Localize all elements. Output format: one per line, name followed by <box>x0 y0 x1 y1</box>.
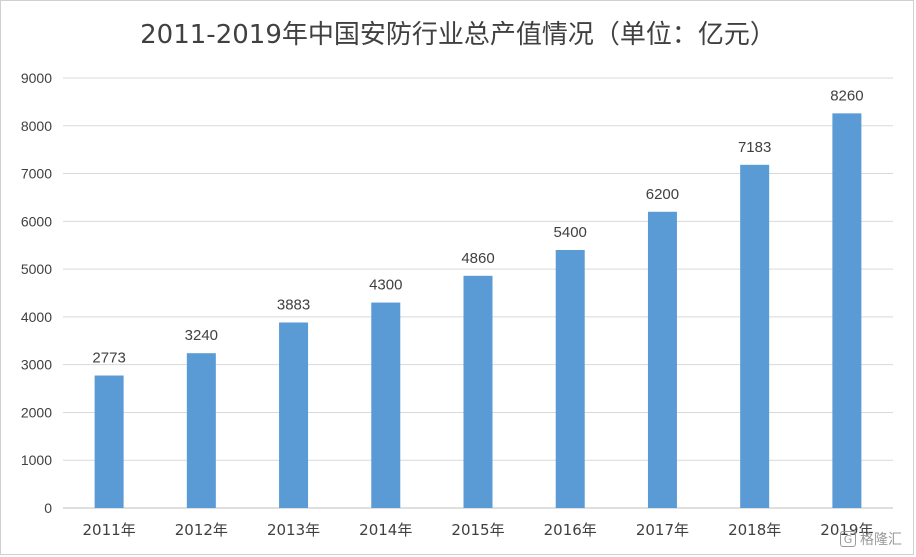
y-tick-label: 0 <box>44 500 52 516</box>
x-tick-label: 2019年 <box>820 521 873 539</box>
bar <box>740 164 770 508</box>
data-label: 2773 <box>92 350 125 367</box>
x-tick-label: 2012年 <box>175 521 228 539</box>
data-label: 4860 <box>461 250 494 267</box>
bar <box>647 211 677 508</box>
watermark-logo-icon: G <box>840 531 856 547</box>
x-tick-label: 2016年 <box>544 521 597 539</box>
y-tick-label: 5000 <box>21 261 52 277</box>
x-tick-label: 2018年 <box>728 521 781 539</box>
bar <box>371 302 401 508</box>
data-label: 7183 <box>738 139 771 156</box>
data-label: 8260 <box>830 87 863 104</box>
y-tick-label: 1000 <box>21 452 52 468</box>
y-tick-label: 3000 <box>21 357 52 373</box>
data-label: 5400 <box>554 224 587 241</box>
bar <box>555 250 585 508</box>
y-tick-label: 7000 <box>21 166 52 182</box>
data-label: 3883 <box>277 296 310 313</box>
data-label: 3240 <box>185 327 218 344</box>
chart-title: 2011-2019年中国安防行业总产值情况（单位：亿元） <box>140 20 776 50</box>
bar <box>832 113 862 508</box>
bar <box>186 353 216 508</box>
y-tick-label: 6000 <box>21 213 52 229</box>
watermark: G 格隆汇 <box>840 529 902 549</box>
data-label: 6200 <box>646 186 679 203</box>
x-tick-label: 2014年 <box>359 521 412 539</box>
x-tick-label: 2013年 <box>267 521 320 539</box>
y-tick-label: 4000 <box>21 309 52 325</box>
data-label: 4300 <box>369 277 402 294</box>
bar <box>463 275 493 508</box>
x-tick-label: 2015年 <box>451 521 504 539</box>
bar <box>94 375 124 508</box>
bar <box>279 322 309 508</box>
y-tick-label: 9000 <box>21 70 52 86</box>
watermark-text: 格隆汇 <box>860 532 902 548</box>
y-tick-label: 8000 <box>21 118 52 134</box>
y-tick-label: 2000 <box>21 404 52 420</box>
x-tick-label: 2017年 <box>636 521 689 539</box>
x-tick-label: 2011年 <box>83 521 136 539</box>
